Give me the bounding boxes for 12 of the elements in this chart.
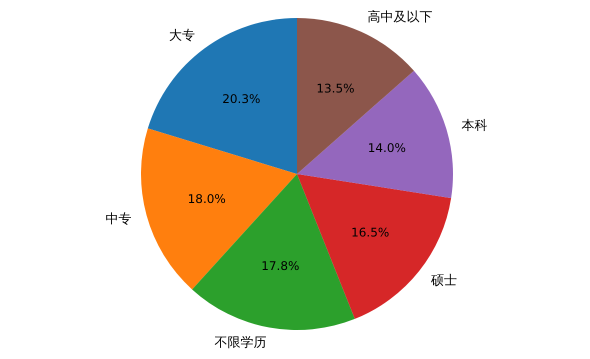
slice-label: 中专 [106, 212, 132, 227]
slice-label: 高中及以下 [368, 9, 433, 26]
slice-label: 不限学历 [214, 335, 266, 350]
slice-label: 大专 [168, 28, 195, 44]
data-label: 13.5% [316, 82, 355, 96]
data-label: 14.0% [368, 140, 406, 155]
data-label: 20.3% [222, 92, 260, 106]
slice-label: 本科 [462, 118, 488, 134]
data-label: 17.8% [261, 259, 300, 274]
data-label: 16.5% [351, 225, 390, 240]
slice-label: 硕士 [430, 273, 458, 288]
data-label: 18.0% [188, 192, 226, 206]
